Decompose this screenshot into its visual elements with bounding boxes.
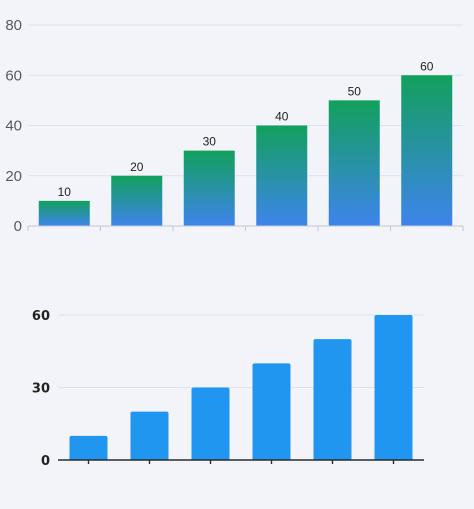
chart1-data-label: 60 xyxy=(420,59,434,73)
chart1-y-tick-label: 60 xyxy=(5,67,22,84)
chart2-bar xyxy=(313,339,352,460)
chart1-bar xyxy=(256,125,308,226)
chart1-y-tick-label: 40 xyxy=(5,118,22,135)
chart1-data-label: 20 xyxy=(130,160,144,174)
chart1-bar xyxy=(38,200,90,226)
chart2-bar xyxy=(191,387,230,460)
chart1-bars xyxy=(38,75,453,226)
solid-bar-chart: 0 30 60 xyxy=(32,309,424,469)
chart2-y-tick-label: 60 xyxy=(32,309,50,324)
chart2-gridlines xyxy=(58,314,424,388)
chart2-bar xyxy=(374,315,413,460)
chart2-bar xyxy=(69,435,108,460)
chart2-bar xyxy=(252,363,291,460)
chart1-bar xyxy=(183,150,235,226)
chart1-gridlines xyxy=(28,24,463,177)
chart1-data-label: 30 xyxy=(203,135,217,149)
chart1-data-label: 40 xyxy=(275,110,289,124)
chart1-x-axis xyxy=(27,225,464,231)
chart1-data-labels: 10 20 30 40 50 60 xyxy=(58,59,434,199)
chart2-y-axis: 0 30 60 xyxy=(32,309,50,469)
chart1-bar xyxy=(111,175,163,226)
chart2-y-tick-label: 0 xyxy=(41,454,50,469)
chart2-y-tick-label: 30 xyxy=(32,382,50,397)
chart2-bars xyxy=(69,315,413,460)
chart1-data-label: 10 xyxy=(58,185,72,199)
gradient-bar-chart: 0 20 40 60 80 10 20 30 40 50 60 xyxy=(5,17,464,235)
chart1-data-label: 50 xyxy=(348,84,362,98)
chart1-bar xyxy=(401,75,453,226)
chart2-x-axis xyxy=(58,459,424,464)
chart1-y-tick-label: 20 xyxy=(5,168,22,185)
chart1-bar xyxy=(328,100,380,226)
chart1-y-tick-label: 80 xyxy=(5,17,22,34)
chart2-bar xyxy=(130,411,169,460)
chart1-y-tick-label: 0 xyxy=(14,218,22,235)
chart1-y-axis: 0 20 40 60 80 xyxy=(5,17,22,235)
